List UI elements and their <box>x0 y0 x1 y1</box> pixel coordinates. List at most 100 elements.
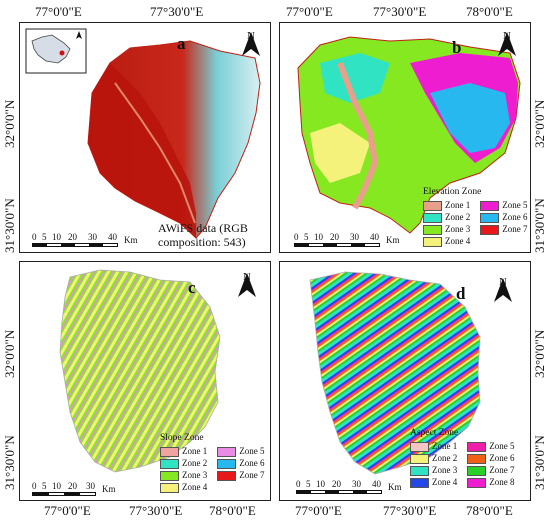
legend-swatch <box>217 470 237 481</box>
legend-swatch <box>423 200 442 211</box>
legend-items: Zone 1 Zone 5 Zone 2 Zone 6 Zone 3 Zone … <box>160 446 265 493</box>
legend-label: Zone 1 <box>445 200 471 210</box>
scale-tick: 0 <box>32 232 37 242</box>
legend-label: Zone 6 <box>489 453 515 463</box>
bottom-lon-label: 77°0'0"E <box>44 503 91 518</box>
scale-bar-a: 0 5 10 20 30 40 Km <box>32 232 138 247</box>
legend-label: Zone 4 <box>432 477 458 487</box>
top-lon-label: 78°0'0"E <box>466 4 513 19</box>
legend-item: Zone 3 <box>410 465 458 476</box>
description-line-1: AWiFS data (RGB <box>158 221 248 235</box>
locator-region <box>31 34 71 64</box>
legend-label: Zone 4 <box>445 236 471 246</box>
elevation-zone-1-valley <box>337 61 379 210</box>
bottom-lon-label: 78°0'0"E <box>466 503 513 518</box>
scale-tick: 20 <box>330 232 339 242</box>
scale-tick: 5 <box>306 479 311 489</box>
legend-swatch <box>423 212 442 223</box>
locator-study-area <box>59 50 65 56</box>
north-arrow-icon <box>494 278 512 302</box>
scale-tick: 10 <box>52 481 61 491</box>
legend-item: Zone 7 <box>467 465 515 476</box>
legend-swatch <box>467 453 487 464</box>
north-arrow-icon <box>238 273 256 297</box>
legend-swatch <box>410 477 429 488</box>
scale-tick: 10 <box>52 232 61 242</box>
legend-aspect-zone: Aspect Zone Zone 1 Zone 5 Zone 2 Zone 6 … <box>410 428 515 488</box>
scale-tick: 30 <box>350 232 359 242</box>
legend-swatch <box>423 236 442 247</box>
legend-label: Zone 5 <box>489 441 515 451</box>
legend-swatch <box>160 482 179 493</box>
panel-d-map <box>309 271 481 475</box>
legend-swatch <box>217 446 237 457</box>
scale-tick: 20 <box>332 479 341 489</box>
legend-item: Zone 4 <box>410 477 458 488</box>
panel-b-elevation-zone: b N Elevation Zone Zone 1 Zone 5 Zone 2 … <box>279 22 531 253</box>
left-lat-label: 32°0'0"N <box>2 329 17 378</box>
panel-a-map <box>25 28 261 239</box>
legend-label: Zone 2 <box>445 212 471 222</box>
scale-tick: 30 <box>88 232 97 242</box>
legend-label: Zone 8 <box>489 477 515 487</box>
right-lat-label: 32°0'0"N <box>532 329 547 378</box>
elevation-zone-4 <box>310 123 370 183</box>
legend-swatch <box>217 458 237 469</box>
scale-bar-c: 0 5 10 20 30 Km <box>32 481 116 496</box>
scale-unit: Km <box>388 482 402 492</box>
right-lat-label: 31°30'0"N <box>532 435 547 490</box>
scale-tick: 0 <box>294 232 299 242</box>
legend-label: Zone 5 <box>239 446 265 456</box>
panel-a-description: AWiFS data (RGB composition: 543) <box>158 221 248 250</box>
scale-unit: Km <box>386 235 400 245</box>
left-lat-label: 31°30'0"N <box>2 198 17 253</box>
legend-elevation-zone: Elevation Zone Zone 1 Zone 5 Zone 2 Zone… <box>423 187 528 247</box>
legend-title: Elevation Zone <box>423 187 482 197</box>
legend-label: Zone 6 <box>502 212 528 222</box>
legend-swatch <box>480 200 500 211</box>
scale-tick: 40 <box>370 232 379 242</box>
scale-unit: Km <box>102 484 116 494</box>
panel-a-rgb-composite: a N AWiFS data (RGB composition: 543) 0 … <box>19 22 271 253</box>
legend-item: Zone 2 <box>410 453 458 464</box>
legend-swatch <box>160 470 179 481</box>
legend-swatch <box>410 453 429 464</box>
legend-item: Zone 4 <box>423 236 471 247</box>
aspect-raster <box>309 271 481 475</box>
north-arrow-icon <box>242 32 260 56</box>
legend-label: Zone 7 <box>489 465 515 475</box>
panel-c-slope-zone: c N Slope Zone Zone 1 Zone 5 Zone 2 Zone… <box>19 261 271 501</box>
legend-label: Zone 2 <box>182 458 208 468</box>
legend-item: Zone 4 <box>160 482 208 493</box>
scale-tick: 5 <box>42 481 47 491</box>
legend-label: Zone 4 <box>182 482 208 492</box>
legend-item: Zone 5 <box>217 446 265 457</box>
legend-item: Zone 6 <box>480 212 528 223</box>
legend-item: Zone 3 <box>423 224 470 235</box>
legend-item: Zone 1 <box>160 446 207 457</box>
slope-raster <box>59 269 221 473</box>
legend-label: Zone 3 <box>432 465 458 475</box>
scale-tick: 5 <box>304 232 309 242</box>
scale-tick: 0 <box>32 481 37 491</box>
river-channel <box>114 82 196 224</box>
legend-item: Zone 7 <box>217 470 265 481</box>
legend-swatch <box>467 477 487 488</box>
legend-item: Zone 6 <box>217 458 265 469</box>
bottom-lon-label: 77°0'0"E <box>295 503 342 518</box>
locator-north-arrow <box>76 31 82 39</box>
legend-title: Slope Zone <box>160 433 204 443</box>
legend-swatch <box>160 446 179 457</box>
scale-tick: 20 <box>68 232 77 242</box>
legend-label: Zone 2 <box>432 453 458 463</box>
top-lon-label: 77°0'0"E <box>35 4 82 19</box>
scale-tick: 40 <box>108 232 117 242</box>
panel-b-map <box>297 36 521 234</box>
scale-unit: Km <box>124 235 138 245</box>
legend-item: Zone 1 <box>423 200 471 211</box>
legend-swatch <box>467 465 487 476</box>
legend-label: Zone 7 <box>239 470 265 480</box>
left-lat-label: 31°30'0"N <box>2 435 17 490</box>
legend-swatch <box>423 224 442 235</box>
scale-bar-d: 0 5 10 20 30 40 Km <box>296 479 402 494</box>
